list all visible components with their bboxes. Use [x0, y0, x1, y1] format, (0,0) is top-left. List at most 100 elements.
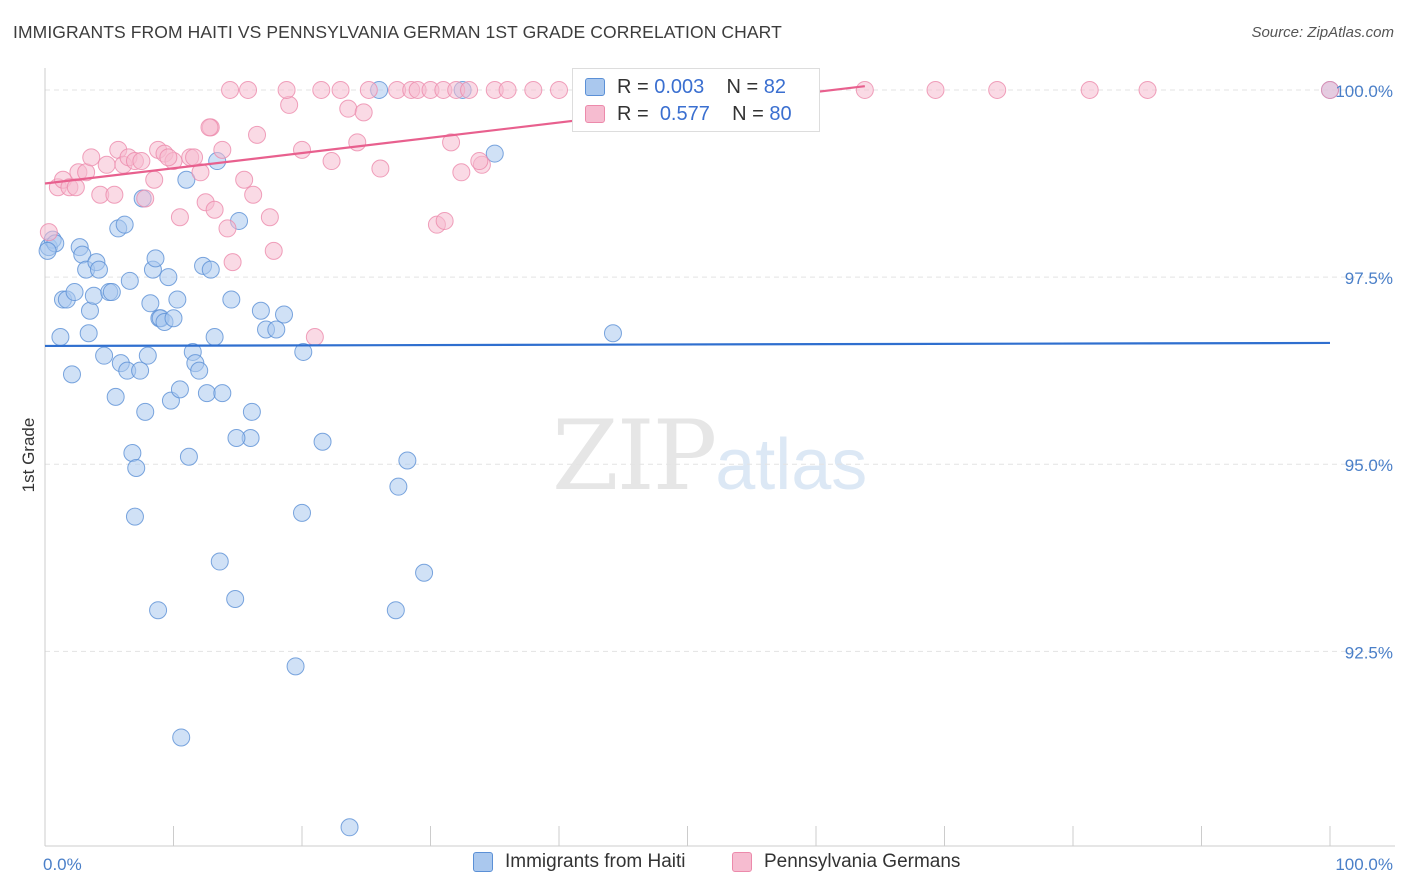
legend-item-haiti[interactable]: Immigrants from Haiti	[473, 851, 686, 873]
haiti-point	[172, 728, 191, 747]
watermark-atlas: atlas	[715, 425, 868, 505]
n-value-haiti: 82	[763, 75, 787, 98]
haiti-point	[89, 260, 108, 279]
haiti-swatch	[585, 78, 605, 96]
haiti-point	[123, 444, 142, 462]
haiti-point	[275, 305, 294, 324]
haiti-point	[222, 290, 241, 309]
pgerman-point	[339, 99, 358, 118]
pgerman-point	[550, 80, 568, 99]
pgerman-point	[926, 80, 945, 99]
pgerman-point	[524, 80, 543, 99]
haiti-point	[313, 432, 332, 451]
haiti-point	[149, 601, 168, 620]
pgerman-point	[145, 170, 164, 189]
tick-labels: 92.5% 95.0% 97.5% 100.0% 0.0% 100.0%	[43, 82, 1393, 874]
haiti-point	[125, 507, 144, 526]
haiti-point	[95, 346, 114, 365]
haiti-point	[251, 301, 270, 320]
haiti-point	[603, 324, 622, 343]
haiti-point	[164, 309, 183, 328]
pgerman-point	[280, 95, 299, 114]
pgerman-point	[105, 185, 124, 204]
y-tick-label: 95.0%	[1345, 456, 1393, 475]
n-value-pgerman: 80	[769, 102, 792, 125]
pgerman-point	[260, 208, 279, 227]
haiti-point	[168, 290, 187, 309]
pgerman-point	[277, 80, 296, 99]
pgerman-point	[136, 189, 155, 208]
pgerman-point	[39, 223, 58, 242]
n-label: N =	[726, 75, 759, 98]
pgerman-point	[205, 200, 224, 219]
haiti-point	[131, 361, 150, 380]
pgerman-point	[331, 80, 350, 99]
x-tick-label-min: 0.0%	[43, 855, 82, 874]
r-value-pgerman: 0.577	[659, 102, 710, 125]
haiti-point	[170, 380, 189, 399]
haiti-point	[51, 327, 70, 346]
pgerman-point	[1138, 80, 1157, 99]
y-tick-label: 97.5%	[1345, 269, 1393, 288]
haiti-point	[389, 477, 408, 496]
watermark: ZIPatlas	[552, 400, 867, 512]
chart-title: IMMIGRANTS FROM HAITI VS PENNSYLVANIA GE…	[13, 22, 782, 42]
axes	[44, 68, 1395, 847]
haiti-point	[293, 503, 311, 522]
pgerman-point	[213, 140, 232, 159]
haiti-point	[210, 552, 229, 571]
pgerman-point	[452, 163, 471, 182]
haiti-point	[415, 563, 434, 582]
haiti-point	[62, 365, 81, 384]
pgerman-point	[1321, 80, 1339, 99]
haiti-point	[141, 294, 160, 313]
legend-label-haiti: Immigrants from Haiti	[505, 851, 686, 872]
pgerman-point	[248, 125, 267, 144]
pgerman-point	[470, 152, 489, 171]
y-tick-label: 100.0%	[1335, 82, 1393, 101]
pgerman-point	[185, 148, 204, 167]
haiti-point	[485, 144, 504, 163]
pgerman-swatch	[585, 105, 605, 123]
legend-item-pgerman[interactable]: Pennsylvania Germans	[732, 851, 960, 873]
pgerman-point	[460, 80, 479, 99]
pgerman-point	[200, 118, 219, 137]
pgerman-point	[354, 103, 373, 122]
pgerman-point	[498, 80, 517, 99]
series-haiti-points	[38, 80, 1339, 837]
haiti-point	[177, 170, 196, 189]
pgerman-point	[348, 133, 367, 152]
y-axis-label: 1st Grade	[19, 418, 38, 493]
trend-line-haiti	[44, 341, 1331, 348]
pgerman-point	[293, 140, 311, 159]
haiti-point	[84, 286, 103, 305]
haiti-point	[213, 384, 232, 403]
haiti-point	[138, 346, 157, 365]
pgerman-point	[235, 170, 254, 189]
pgerman-point	[218, 219, 237, 238]
pgerman-point	[322, 152, 341, 171]
haiti-point	[197, 384, 216, 403]
pgerman-point	[159, 148, 178, 167]
legend-label-pgerman: Pennsylvania Germans	[764, 851, 961, 872]
haiti-point	[80, 301, 99, 320]
haiti-point	[38, 241, 57, 260]
haiti-point	[120, 271, 139, 290]
n-label: N =	[732, 102, 764, 125]
pgerman-point	[239, 80, 258, 99]
r-label: R =	[617, 102, 649, 125]
haiti-point	[201, 260, 220, 279]
pgerman-point	[244, 185, 263, 204]
haiti-point	[79, 324, 98, 343]
pgerman-point	[435, 211, 454, 230]
pgerman-point	[221, 80, 240, 99]
pgerman-point	[82, 148, 101, 167]
r-label: R =	[617, 75, 649, 98]
pgerman-point	[442, 133, 461, 152]
stats-legend: R = 0.003 N = 82 R = 0.577 N = 80	[572, 68, 820, 132]
pgerman-point	[132, 152, 151, 171]
haiti-point	[102, 283, 121, 302]
haiti-point	[106, 387, 125, 406]
stats-row-pgerman: R = 0.577 N = 80	[585, 101, 792, 127]
